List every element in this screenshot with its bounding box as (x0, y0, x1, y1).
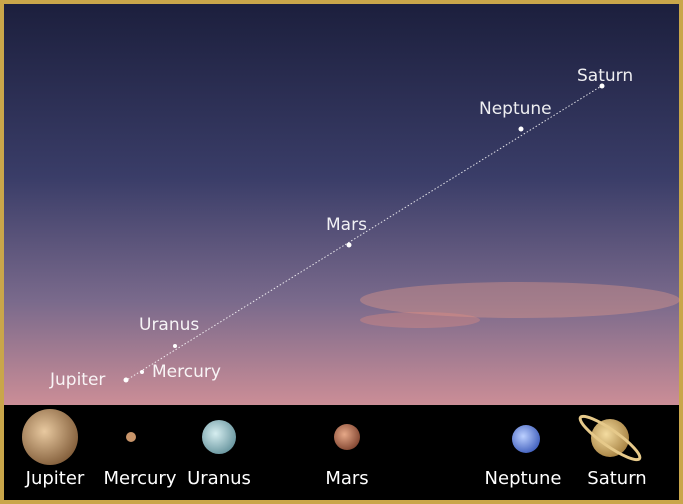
planet-label: Mercury (104, 468, 177, 489)
planet-label: Jupiter (25, 468, 85, 489)
sky-label: Uranus (139, 315, 199, 335)
planet-label: Neptune (485, 468, 562, 489)
dot (518, 126, 524, 132)
sky-label: Mars (326, 215, 367, 235)
mars-image (334, 424, 360, 450)
dot (173, 344, 177, 348)
saturn-ring (578, 414, 642, 462)
jupiter-image (22, 409, 78, 465)
dot (599, 83, 605, 89)
planet-label: Mars (325, 468, 368, 489)
uranus-image (202, 420, 236, 454)
mercury-image (126, 432, 136, 442)
saturn-image (578, 414, 642, 462)
dot (140, 370, 144, 374)
ground-band (4, 405, 679, 500)
sky-label: Saturn (577, 66, 633, 86)
neptune-image (512, 425, 540, 453)
dot (123, 377, 129, 383)
cloud (360, 312, 480, 328)
sky-label: Jupiter (49, 370, 105, 390)
saturn-body (591, 419, 629, 457)
sky-label: Neptune (479, 99, 552, 119)
planet-label: Saturn (587, 468, 646, 489)
planet-dots (123, 83, 605, 383)
alignment-line (124, 84, 604, 382)
sky-label: Mercury (152, 362, 221, 382)
dot (346, 242, 352, 248)
planet-label: Uranus (187, 468, 251, 489)
cloud (360, 282, 680, 318)
